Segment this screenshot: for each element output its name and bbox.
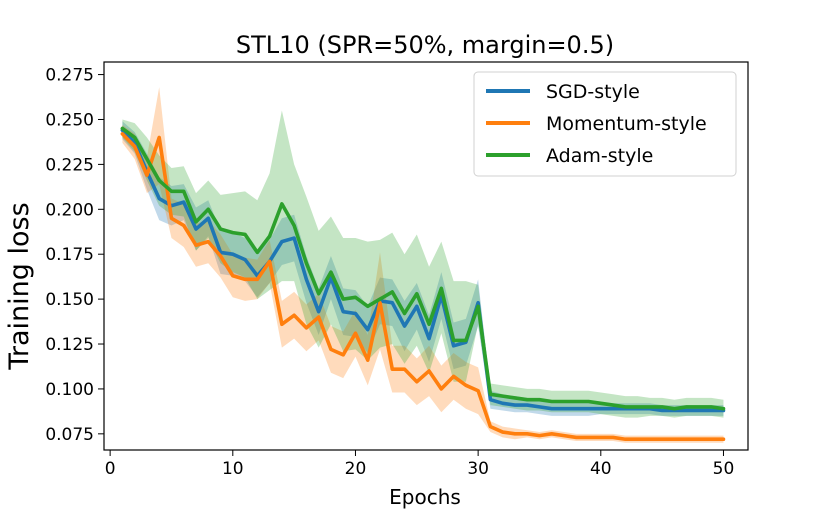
y-tick-label: 0.175 xyxy=(45,245,94,265)
y-tick-label: 0.150 xyxy=(45,290,94,310)
legend: SGD-style Momentum-style Adam-style xyxy=(473,71,737,177)
adam-style-band xyxy=(122,110,724,418)
legend-label-sgd-style: SGD-style xyxy=(546,81,640,103)
x-tick-label: 30 xyxy=(467,459,489,479)
x-tick-label: 40 xyxy=(590,459,612,479)
legend-box xyxy=(473,71,737,177)
momentum-style-band xyxy=(122,87,724,443)
series-lines xyxy=(120,126,726,442)
sgd-style-band xyxy=(122,121,724,416)
adam-style-line xyxy=(120,126,726,411)
y-tick-label: 0.200 xyxy=(45,200,94,220)
x-tick-label: 10 xyxy=(222,459,244,479)
plot-frame xyxy=(103,61,749,451)
x-axis-label: Epochs xyxy=(389,485,461,509)
legend-label-momentum-style: Momentum-style xyxy=(546,113,707,135)
y-tick-label: 0.250 xyxy=(45,110,94,130)
y-axis-label: Training loss xyxy=(4,202,35,370)
chart-title: STL10 (SPR=50%, margin=0.5) xyxy=(236,31,614,59)
y-tick-label: 0.125 xyxy=(45,335,94,355)
x-axis: 0 10 20 30 40 50 xyxy=(105,450,735,479)
legend-label-adam-style: Adam-style xyxy=(546,145,653,167)
confidence-bands xyxy=(122,87,724,443)
y-tick-label: 0.075 xyxy=(45,425,94,445)
y-tick-label: 0.225 xyxy=(45,155,94,175)
y-tick-label: 0.100 xyxy=(45,380,94,400)
momentum-style-line xyxy=(120,132,726,442)
x-tick-label: 20 xyxy=(345,459,367,479)
y-axis: 0.075 0.100 0.125 0.150 0.175 0.200 0.225 0.250… xyxy=(45,66,104,445)
x-tick-label: 50 xyxy=(713,459,735,479)
y-tick-label: 0.275 xyxy=(45,66,94,86)
sgd-style-line xyxy=(120,128,726,413)
x-tick-label: 0 xyxy=(105,459,116,479)
